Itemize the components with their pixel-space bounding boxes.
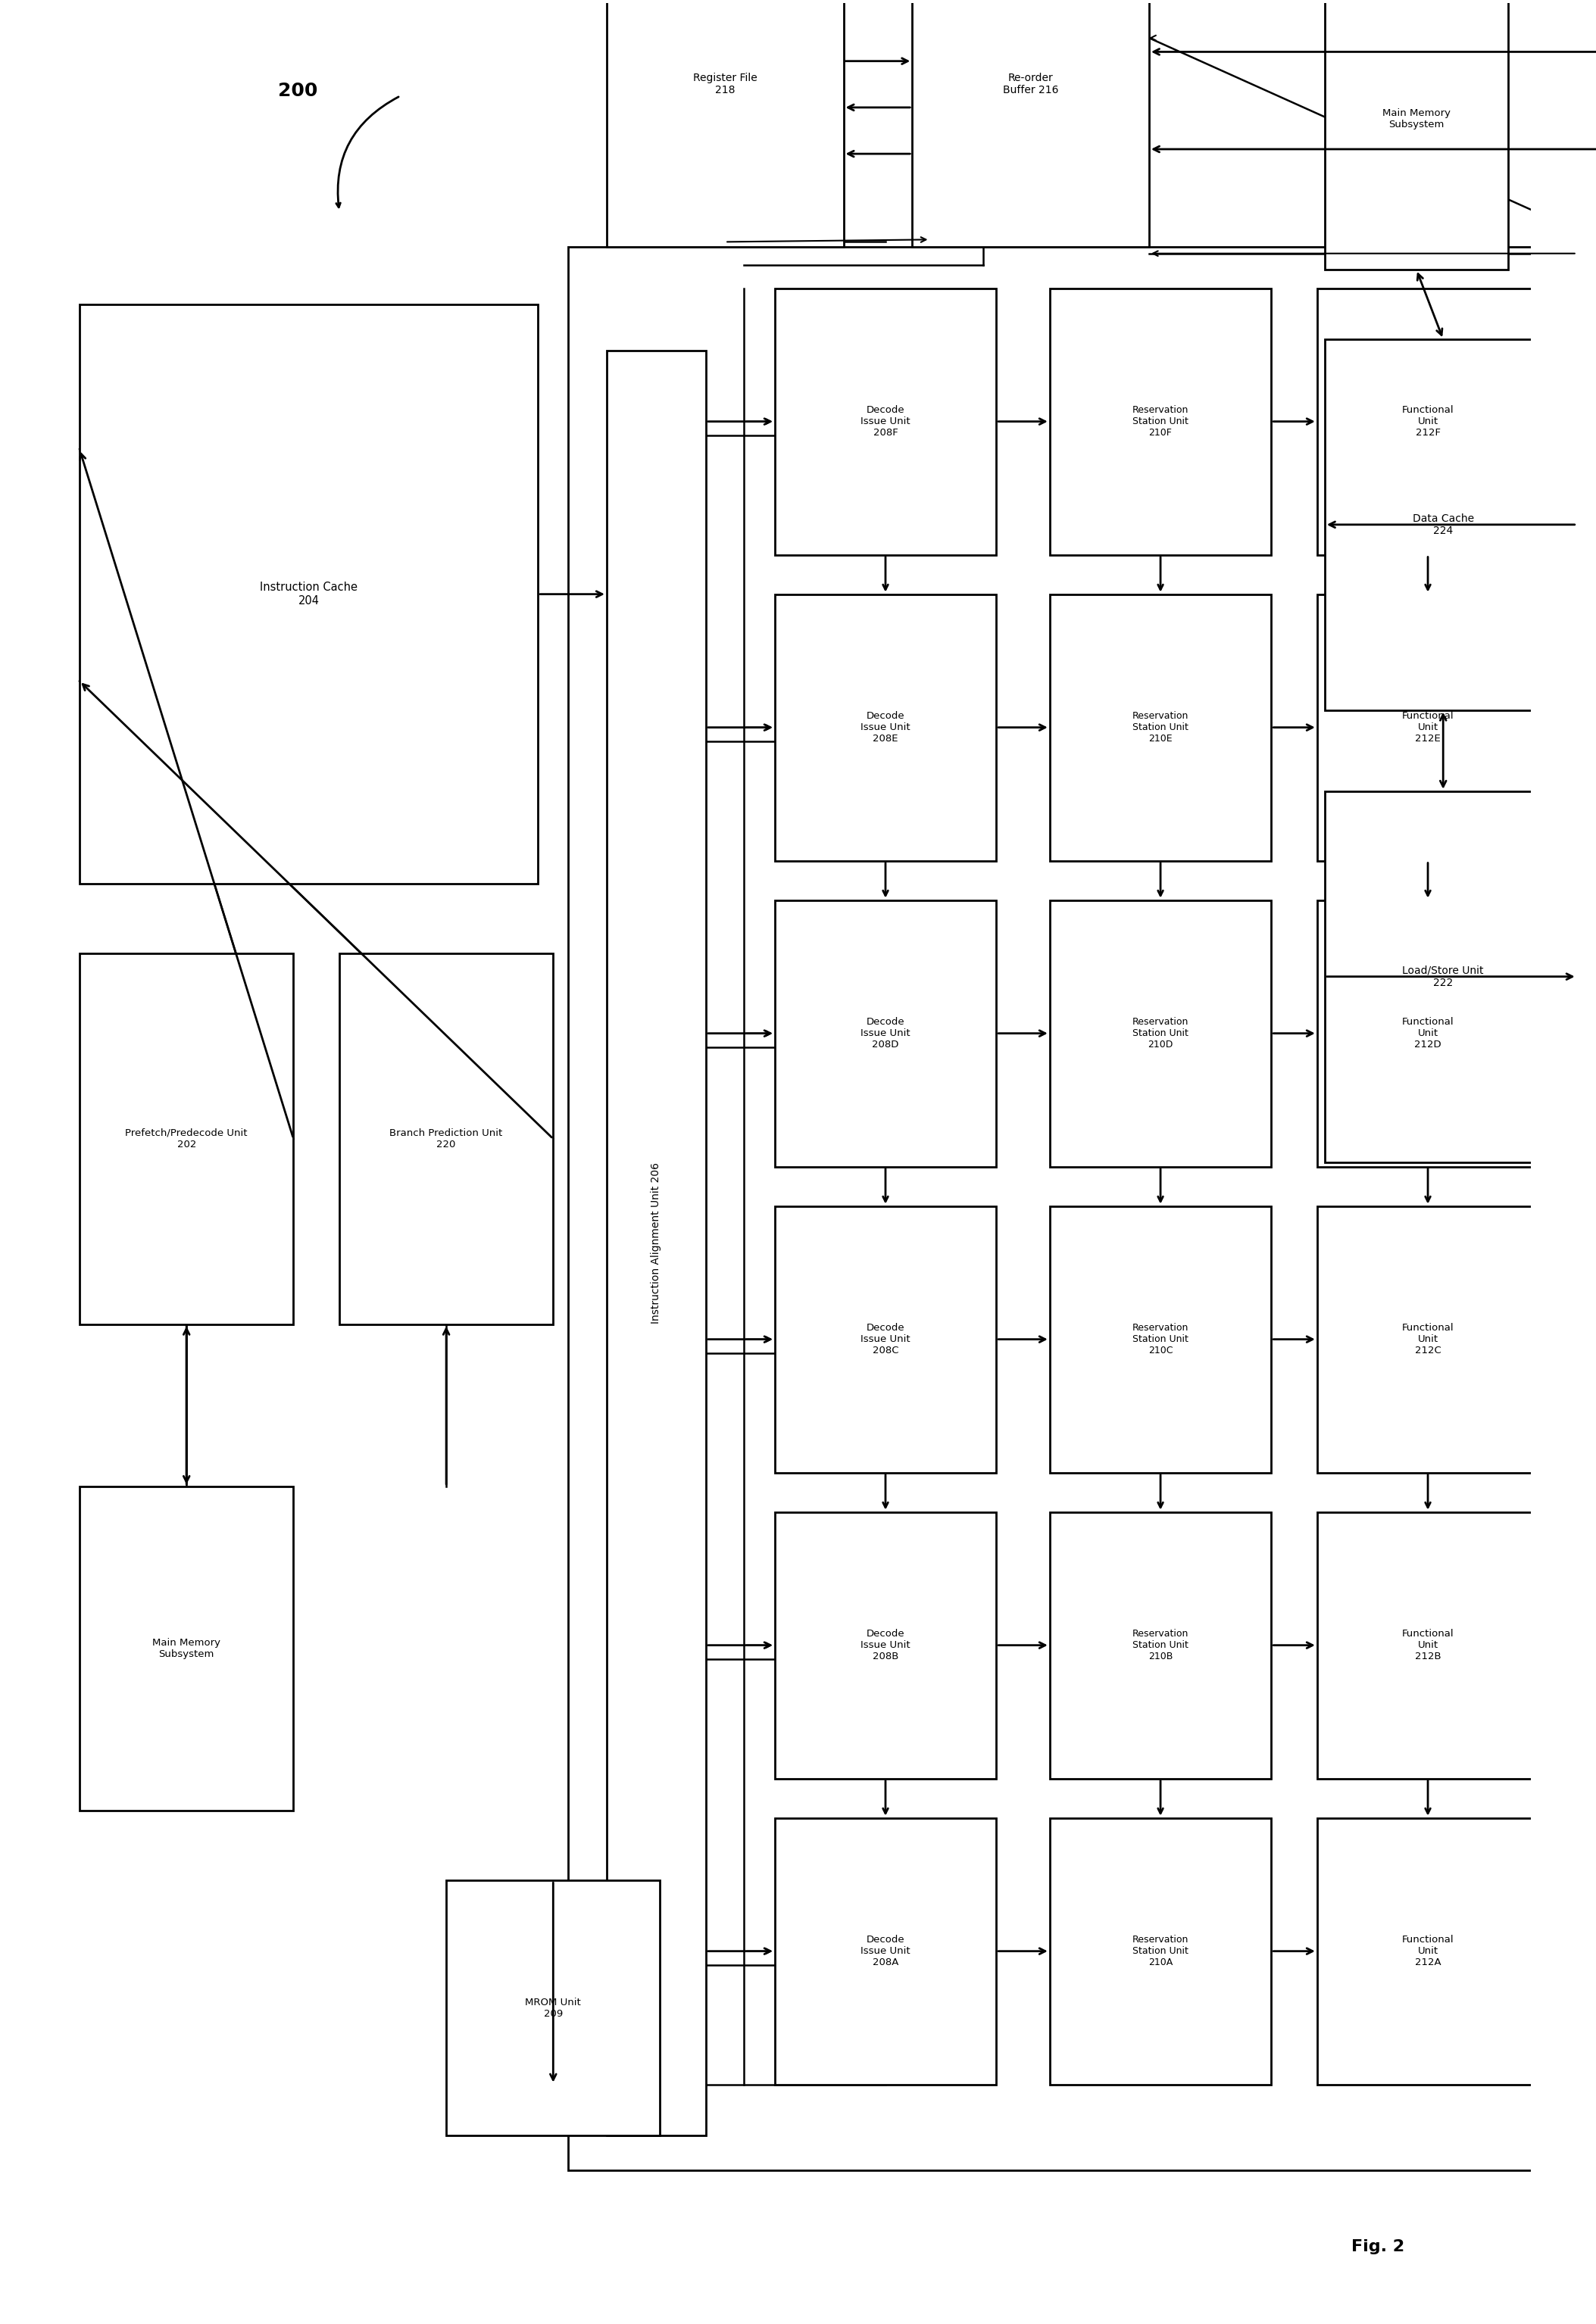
Text: Load/Store Unit
222: Load/Store Unit 222: [1403, 964, 1484, 988]
Text: MROM Unit
209: MROM Unit 209: [525, 1996, 581, 2020]
Text: Re-order
Buffer 216: Re-order Buffer 216: [1002, 72, 1058, 95]
FancyBboxPatch shape: [774, 595, 996, 860]
Text: Decode
Issue Unit
208D: Decode Issue Unit 208D: [860, 1018, 910, 1050]
FancyBboxPatch shape: [1325, 0, 1508, 270]
Text: Reservation
Station Unit
210E: Reservation Station Unit 210E: [1132, 711, 1189, 744]
Text: Decode
Issue Unit
208E: Decode Issue Unit 208E: [860, 711, 910, 744]
FancyBboxPatch shape: [80, 1487, 294, 1810]
FancyBboxPatch shape: [774, 899, 996, 1167]
Text: Functional
Unit
212F: Functional Unit 212F: [1401, 404, 1454, 437]
Text: Main Memory
Subsystem: Main Memory Subsystem: [152, 1638, 220, 1659]
Text: Instruction Cache
204: Instruction Cache 204: [260, 581, 358, 607]
Text: Decode
Issue Unit
208B: Decode Issue Unit 208B: [860, 1629, 910, 1662]
Text: Main Memory
Subsystem: Main Memory Subsystem: [1382, 109, 1451, 130]
Text: Prefetch/Predecode Unit
202: Prefetch/Predecode Unit 202: [126, 1127, 247, 1150]
FancyBboxPatch shape: [1317, 1206, 1539, 1473]
FancyBboxPatch shape: [913, 0, 1149, 246]
Text: Functional
Unit
212C: Functional Unit 212C: [1401, 1322, 1454, 1355]
FancyBboxPatch shape: [1050, 1513, 1272, 1778]
Text: Functional
Unit
212D: Functional Unit 212D: [1401, 1018, 1454, 1050]
FancyBboxPatch shape: [606, 0, 843, 246]
FancyBboxPatch shape: [1050, 899, 1272, 1167]
FancyBboxPatch shape: [606, 351, 705, 2136]
Text: Instruction Alignment Unit 206: Instruction Alignment Unit 206: [651, 1162, 662, 1325]
Text: Reservation
Station Unit
210B: Reservation Station Unit 210B: [1132, 1629, 1189, 1662]
Text: Decode
Issue Unit
208F: Decode Issue Unit 208F: [860, 404, 910, 437]
FancyBboxPatch shape: [447, 1880, 661, 2136]
FancyBboxPatch shape: [1050, 595, 1272, 860]
Text: Functional
Unit
212A: Functional Unit 212A: [1401, 1936, 1454, 1968]
Text: Branch Prediction Unit
220: Branch Prediction Unit 220: [389, 1127, 503, 1150]
Text: Reservation
Station Unit
210A: Reservation Station Unit 210A: [1132, 1936, 1189, 1968]
Text: Register File
218: Register File 218: [693, 72, 757, 95]
FancyBboxPatch shape: [1317, 1513, 1539, 1778]
FancyBboxPatch shape: [1317, 1817, 1539, 2085]
FancyBboxPatch shape: [1325, 790, 1561, 1162]
Text: Functional
Unit
212B: Functional Unit 212B: [1401, 1629, 1454, 1662]
FancyBboxPatch shape: [774, 1513, 996, 1778]
Text: 200: 200: [278, 81, 318, 100]
FancyBboxPatch shape: [80, 304, 538, 883]
Text: Reservation
Station Unit
210F: Reservation Station Unit 210F: [1132, 404, 1189, 437]
Text: Decode
Issue Unit
208A: Decode Issue Unit 208A: [860, 1936, 910, 1968]
FancyBboxPatch shape: [1317, 899, 1539, 1167]
FancyBboxPatch shape: [340, 953, 554, 1325]
FancyBboxPatch shape: [774, 1206, 996, 1473]
FancyBboxPatch shape: [80, 953, 294, 1325]
FancyBboxPatch shape: [1317, 595, 1539, 860]
Text: Fig. 2: Fig. 2: [1352, 2240, 1404, 2254]
Text: Functional
Unit
212E: Functional Unit 212E: [1401, 711, 1454, 744]
Text: Decode
Issue Unit
208C: Decode Issue Unit 208C: [860, 1322, 910, 1355]
FancyBboxPatch shape: [1325, 339, 1561, 711]
FancyBboxPatch shape: [774, 1817, 996, 2085]
FancyBboxPatch shape: [1050, 1206, 1272, 1473]
FancyBboxPatch shape: [774, 288, 996, 555]
FancyBboxPatch shape: [1050, 288, 1272, 555]
FancyBboxPatch shape: [1050, 1817, 1272, 2085]
Text: Reservation
Station Unit
210D: Reservation Station Unit 210D: [1132, 1018, 1189, 1050]
Text: Reservation
Station Unit
210C: Reservation Station Unit 210C: [1132, 1322, 1189, 1355]
Text: Data Cache
224: Data Cache 224: [1412, 514, 1473, 537]
FancyBboxPatch shape: [1317, 288, 1539, 555]
